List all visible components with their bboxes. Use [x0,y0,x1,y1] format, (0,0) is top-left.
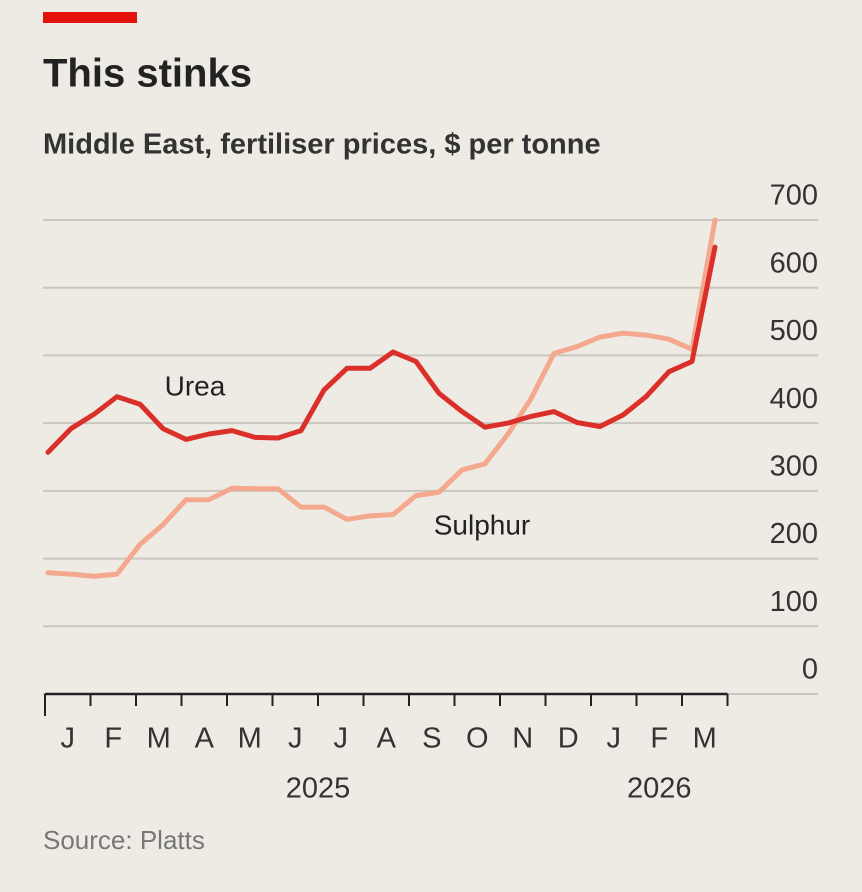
x-tick-label: M [693,723,717,755]
x-group-label: 2026 [627,773,692,805]
y-tick-label: 400 [770,383,818,415]
x-group-label: 2025 [286,773,351,805]
y-tick-label: 200 [770,518,818,550]
series-line [45,244,718,455]
x-tick-label: M [147,723,171,755]
x-tick-label: A [377,723,397,755]
x-tick-label: J [607,723,622,755]
y-tick-label: 0 [802,654,818,686]
x-tick-label: J [61,723,76,755]
x-tick-label: N [512,723,533,755]
series-line [45,217,718,579]
series-label: Urea [165,370,226,401]
x-tick-label: F [650,723,668,755]
chart-subtitle: Middle East, fertiliser prices, $ per to… [43,129,601,161]
chart-title: This stinks [43,52,252,96]
x-tick-label: D [558,723,579,755]
y-tick-label: 600 [770,247,818,279]
y-tick-label: 100 [770,586,818,618]
x-tick-label: M [238,723,262,755]
x-tick-label: S [422,723,441,755]
x-tick-label: A [195,723,215,755]
x-tick-label: J [334,723,349,755]
x-tick-label: J [288,723,303,755]
x-tick-label: O [466,723,489,755]
accent-bar [43,12,137,23]
y-tick-label: 300 [770,451,818,483]
source: Source: Platts [43,825,205,855]
y-tick-label: 700 [770,180,818,212]
x-tick-label: F [104,723,122,755]
y-tick-label: 500 [770,315,818,347]
series-label: Sulphur [434,509,531,540]
